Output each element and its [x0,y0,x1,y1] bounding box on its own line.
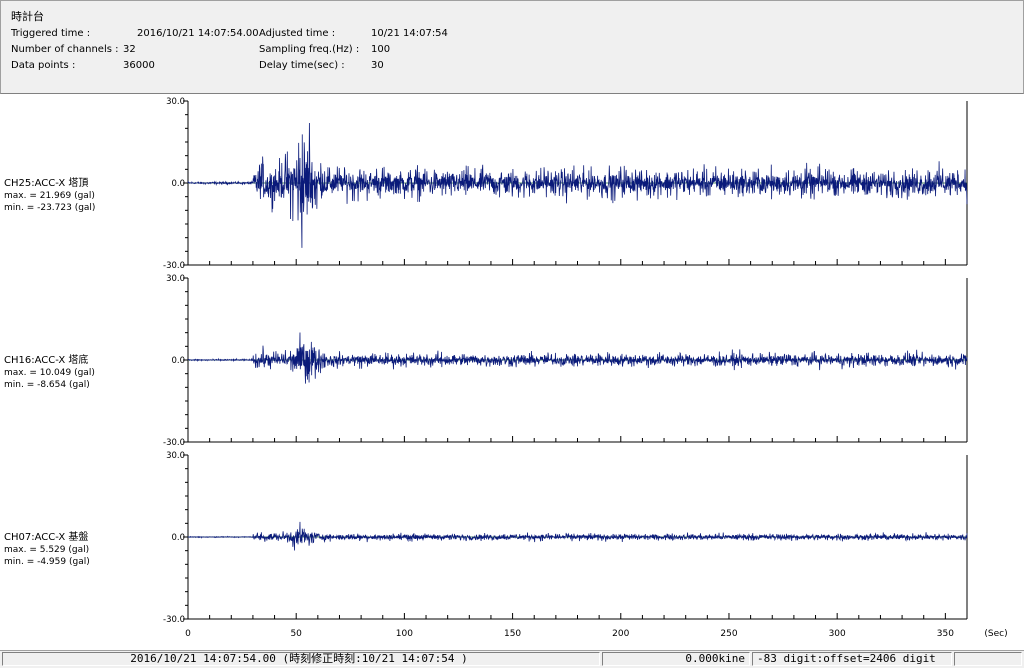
triggered-time-value: 2016/10/21 14:07:54.00 [137,28,259,39]
y-tick-label: 30.0 [166,451,185,461]
y-tick-label: -30.0 [163,615,185,625]
waveform-chart: 30.0 0.0 -30.0 CH25:ACC-X 塔頂 max. = 21.969 (… [4,97,1008,639]
channel-max-label: max. = 5.529 (gal) [4,545,89,555]
x-unit-label: (Sec) [984,629,1007,639]
window-title: 時計台 [11,10,44,23]
x-tick-label: 200 [612,629,629,639]
y-tick-label: 30.0 [166,97,185,107]
waveform-series [187,521,968,551]
status-kine: 0.000kine [602,652,750,666]
channels-label: Number of channels : [11,44,119,55]
adjusted-time-label: Adjusted time : [259,28,336,39]
y-tick-label: 0.0 [171,533,185,543]
x-tick-label: 300 [829,629,846,639]
status-time: 2016/10/21 14:07:54.00 (時刻修正時刻:10/21 14:… [2,652,600,666]
y-tick-label: 0.0 [171,179,185,189]
x-tick-label: 100 [396,629,413,639]
adjusted-time-value: 10/21 14:07:54 [371,28,448,39]
sampling-freq-value: 100 [371,44,391,55]
delay-time-label: Delay time(sec) : [259,60,345,71]
status-empty [954,652,1022,666]
data-points-label: Data points : [11,60,76,71]
channel-min-label: min. = -23.723 (gal) [4,203,95,213]
channels-value: 32 [123,44,136,55]
y-tick-label: 30.0 [166,274,185,284]
channel-max-label: max. = 21.969 (gal) [4,191,95,201]
sampling-freq-label: Sampling freq.(Hz) : [259,44,360,55]
x-tick-label: 350 [937,629,954,639]
y-tick-label: 0.0 [171,356,185,366]
channel-name-label: CH25:ACC-X 塔頂 [4,176,88,189]
channel-name-label: CH16:ACC-X 塔底 [4,353,88,366]
status-bar: 2016/10/21 14:07:54.00 (時刻修正時刻:10/21 14:… [0,650,1024,668]
y-tick-label: -30.0 [163,438,185,448]
waveform-series [187,122,968,248]
data-points-value: 36000 [123,60,155,71]
header-info-panel: 時計台 Triggered time : 2016/10/21 14:07:54… [0,0,1024,94]
x-tick-label: 250 [720,629,737,639]
status-digit: -83 digit:offset=2406 digit [752,652,952,666]
waveform-series [187,332,968,384]
channel-max-label: max. = 10.049 (gal) [4,368,95,378]
channel-min-label: min. = -4.959 (gal) [4,557,90,567]
channel-name-label: CH07:ACC-X 基盤 [4,530,88,543]
delay-time-value: 30 [371,60,384,71]
x-tick-label: 150 [504,629,521,639]
x-tick-label: 0 [185,629,191,639]
triggered-time-label: Triggered time : [11,28,91,39]
x-tick-label: 50 [290,629,302,639]
y-tick-label: -30.0 [163,261,185,271]
channel-min-label: min. = -8.654 (gal) [4,380,90,390]
